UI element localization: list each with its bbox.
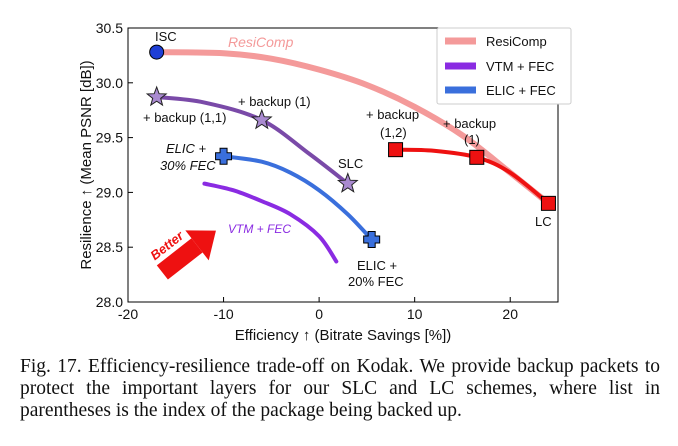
isc-label: ISC [155, 29, 177, 44]
backup1-lc-label-line1: + backup [443, 116, 496, 131]
x-tick-label: 0 [315, 306, 323, 322]
legend-box [436, 27, 572, 105]
elic20-label-line1: ELIC + [357, 258, 397, 273]
legend-label-vtm: VTM + FEC [486, 59, 554, 74]
marker-plus-9 [363, 231, 381, 249]
x-tick-label: 10 [407, 306, 423, 322]
vtm-label: VTM + FEC [228, 222, 291, 236]
marker-star-4 [336, 172, 359, 193]
y-axis-label: Resilience ↑ (Mean PSNR [dB]) [78, 60, 95, 269]
y-tick-label: 30.5 [96, 20, 123, 36]
resicomp-label: ResiComp [228, 34, 294, 50]
x-axis-label: Efficiency ↑ (Bitrate Savings [%]) [235, 327, 451, 344]
backup11-label: + backup (1,1) [143, 110, 226, 125]
marker-square-6 [469, 149, 485, 165]
y-tick-label: 30.0 [96, 75, 123, 91]
marker-star-2 [145, 85, 168, 107]
y-tick-label: 28.5 [96, 239, 123, 255]
x-tick-label: -20 [118, 306, 138, 322]
figure-caption: Fig. 17. Efficiency-resilience trade-off… [20, 356, 660, 421]
y-tick-label: 28.0 [96, 294, 123, 310]
y-tick-label: 29.0 [96, 184, 123, 200]
tradeoff-chart: -20 -10 0 10 20 28.0 28.5 29.0 29.5 30.0 30.5 Bett… [78, 20, 572, 344]
backup1-lc-label-line2: (1) [464, 132, 480, 147]
series-line-2 [202, 181, 339, 264]
series-markers [145, 44, 556, 249]
slc-label: SLC [338, 156, 363, 171]
series-line-1 [153, 49, 552, 207]
lc-label: LC [535, 214, 552, 229]
marker-circle-1 [149, 44, 165, 60]
better-arrow-shaft [156, 238, 203, 280]
marker-square-5 [388, 142, 404, 158]
marker-square-7 [540, 195, 556, 211]
elic20-label-line2: 20% FEC [348, 274, 404, 289]
backup12-label-line2: (1,2) [380, 125, 407, 140]
x-tick-label: 20 [502, 306, 518, 322]
axis-ticks: -20 -10 0 10 20 28.0 28.5 29.0 29.5 30.0 30.5 [96, 20, 518, 322]
x-tick-label: -10 [213, 306, 233, 322]
better-arrow: Better [147, 228, 216, 280]
plot-frame [127, 27, 559, 303]
legend: ResiComp VTM + FEC ELIC + FEC [436, 27, 572, 105]
series-line-3 [221, 154, 374, 242]
backup1-slc-label: + backup (1) [238, 94, 311, 109]
marker-star-3 [250, 108, 273, 130]
legend-label-elic: ELIC + FEC [486, 83, 556, 98]
elic30-label-line1: ELIC + [166, 141, 207, 156]
elic30-label-line2: 30% FEC [160, 158, 216, 173]
marker-plus-8 [215, 147, 233, 165]
y-tick-label: 29.5 [96, 130, 123, 146]
better-arrow-head [185, 230, 216, 261]
backup12-label-line1: + backup [366, 107, 419, 122]
legend-label-resicomp: ResiComp [486, 34, 547, 49]
chart-axes [127, 27, 559, 303]
